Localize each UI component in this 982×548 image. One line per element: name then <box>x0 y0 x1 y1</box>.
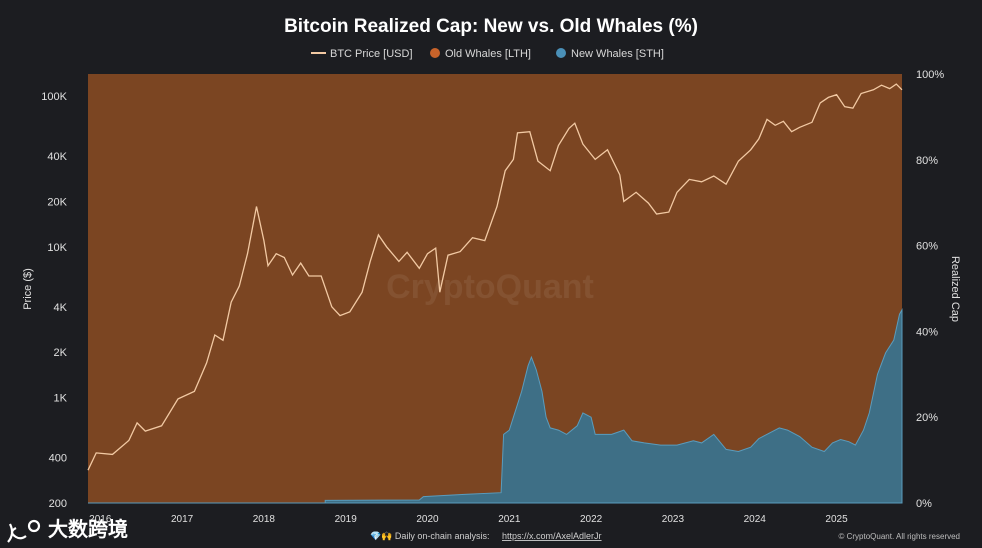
x-tick-label: 2022 <box>580 514 603 525</box>
old-whales-area <box>88 74 902 503</box>
x-tick-label: 2023 <box>662 514 685 525</box>
right-tick-label: 40% <box>916 326 938 338</box>
watermark: CryptoQuant <box>386 268 594 306</box>
left-tick-label: 400 <box>49 453 67 465</box>
footer-link[interactable]: https://x.com/AxelAdlerJr <box>502 531 602 541</box>
legend: BTC Price [USD] Old Whales [LTH] New Wha… <box>311 48 664 60</box>
legend-item-old-whales[interactable]: Old Whales [LTH] <box>430 48 531 60</box>
right-axis: 0% 20% 40% 60% 80% 100% <box>916 69 944 510</box>
x-tick-label: 2024 <box>744 514 767 525</box>
x-tick-label: 2025 <box>825 514 848 525</box>
x-tick-label: 2019 <box>335 514 358 525</box>
x-axis: 2016 2017 2018 2019 2020 2021 2022 2023 2024 2025 <box>89 514 848 525</box>
btc-price-line <box>87 83 903 471</box>
copyright-text: © CryptoQuant. All rights reserved <box>839 532 961 541</box>
left-tick-label: 40K <box>47 151 67 163</box>
x-tick-label: 2018 <box>253 514 276 525</box>
logo-text: 大数跨境 <box>48 517 128 541</box>
left-tick-label: 10K <box>47 242 67 254</box>
legend-item-btc-price[interactable]: BTC Price [USD] <box>311 48 413 60</box>
left-tick-label: 1K <box>54 393 68 405</box>
legend-item-new-whales[interactable]: New Whales [STH] <box>556 48 664 60</box>
plot-area: CryptoQuant <box>87 74 903 504</box>
left-tick-label: 200 <box>49 498 67 510</box>
left-axis: 200 400 1K 2K 4K 10K 20K 40K 100K <box>41 91 67 510</box>
right-tick-label: 60% <box>916 241 938 253</box>
left-tick-label: 2K <box>54 347 68 359</box>
right-tick-label: 0% <box>916 498 932 510</box>
right-tick-label: 100% <box>916 69 944 81</box>
footer-prefix: 💎🙌 Daily on-chain analysis: <box>370 531 489 541</box>
left-axis-title: Price ($) <box>22 268 34 310</box>
legend-label-new-whales: New Whales [STH] <box>571 48 664 60</box>
legend-dot-icon <box>556 48 566 58</box>
x-tick-label: 2020 <box>416 514 439 525</box>
legend-label-btc-price: BTC Price [USD] <box>330 48 413 60</box>
left-tick-label: 4K <box>54 302 68 314</box>
chart-title: Bitcoin Realized Cap: New vs. Old Whales… <box>284 16 698 37</box>
x-tick-label: 2016 <box>89 514 112 525</box>
legend-label-old-whales: Old Whales [LTH] <box>445 48 531 60</box>
kc-logo-icon <box>7 519 41 543</box>
right-axis-title: Realized Cap <box>949 256 961 322</box>
footer: 💎🙌 Daily on-chain analysis: https://x.co… <box>370 531 960 541</box>
legend-dot-icon <box>430 48 440 58</box>
x-tick-label: 2021 <box>498 514 521 525</box>
left-tick-label: 20K <box>47 196 67 208</box>
logo: 大数跨境 <box>7 517 128 543</box>
x-tick-label: 2017 <box>171 514 194 525</box>
right-tick-label: 80% <box>916 155 938 167</box>
right-tick-label: 20% <box>916 412 938 424</box>
new-whales-area <box>88 308 903 504</box>
left-tick-label: 100K <box>41 91 67 103</box>
